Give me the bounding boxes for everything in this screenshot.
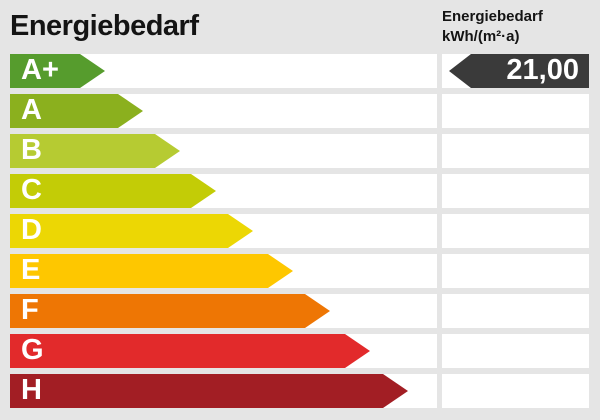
energy-class-label: G: [21, 334, 44, 366]
value-column-cell: [442, 374, 589, 408]
unit-header-title: Energiebedarf: [442, 8, 543, 25]
value-column-cell: [442, 174, 589, 208]
unit-header: Energiebedarf kWh/(m²·a): [442, 7, 543, 47]
energy-class-row-h: H: [10, 374, 589, 408]
energy-class-label: A: [21, 94, 42, 126]
energy-class-row-e: E: [10, 254, 589, 288]
value-column-cell: [442, 334, 589, 368]
energy-class-label: H: [21, 374, 42, 406]
energy-class-row-c: C: [10, 174, 589, 208]
value-column-cell: [442, 214, 589, 248]
energy-class-row-g: G: [10, 334, 589, 368]
energy-class-label: D: [21, 214, 42, 246]
energy-class-row-f: F: [10, 294, 589, 328]
unit-header-unit: kWh/(m²·a): [442, 28, 520, 45]
chart-title: Energiebedarf: [10, 10, 199, 42]
energy-class-label: B: [21, 134, 42, 166]
value-column-cell: [442, 134, 589, 168]
value-column-cell: [442, 294, 589, 328]
energy-class-row-d: D: [10, 214, 589, 248]
energy-class-bar-e: E: [10, 254, 293, 288]
energy-class-row-a: A: [10, 94, 589, 128]
value-column-cell: [442, 94, 589, 128]
energy-class-label: A+: [21, 54, 59, 86]
energy-class-bar-b: B: [10, 134, 180, 168]
energy-class-row-b: B: [10, 134, 589, 168]
energy-class-row-a-plus: 21,00 A+: [10, 54, 589, 88]
energy-class-bar-a: A: [10, 94, 143, 128]
energy-class-bar-g: G: [10, 334, 370, 368]
energy-class-label: E: [21, 254, 41, 286]
energy-class-bar-h: H: [10, 374, 408, 408]
value-badge-text: 21,00: [506, 54, 579, 86]
energy-class-bar-c: C: [10, 174, 216, 208]
energy-class-label: C: [21, 174, 42, 206]
energy-class-bar-f: F: [10, 294, 330, 328]
energy-class-label: F: [21, 294, 39, 326]
value-badge-arrow: 21,00: [449, 54, 589, 88]
value-column-cell: 21,00: [442, 54, 589, 88]
energy-class-bar-d: D: [10, 214, 253, 248]
value-column-cell: [442, 254, 589, 288]
